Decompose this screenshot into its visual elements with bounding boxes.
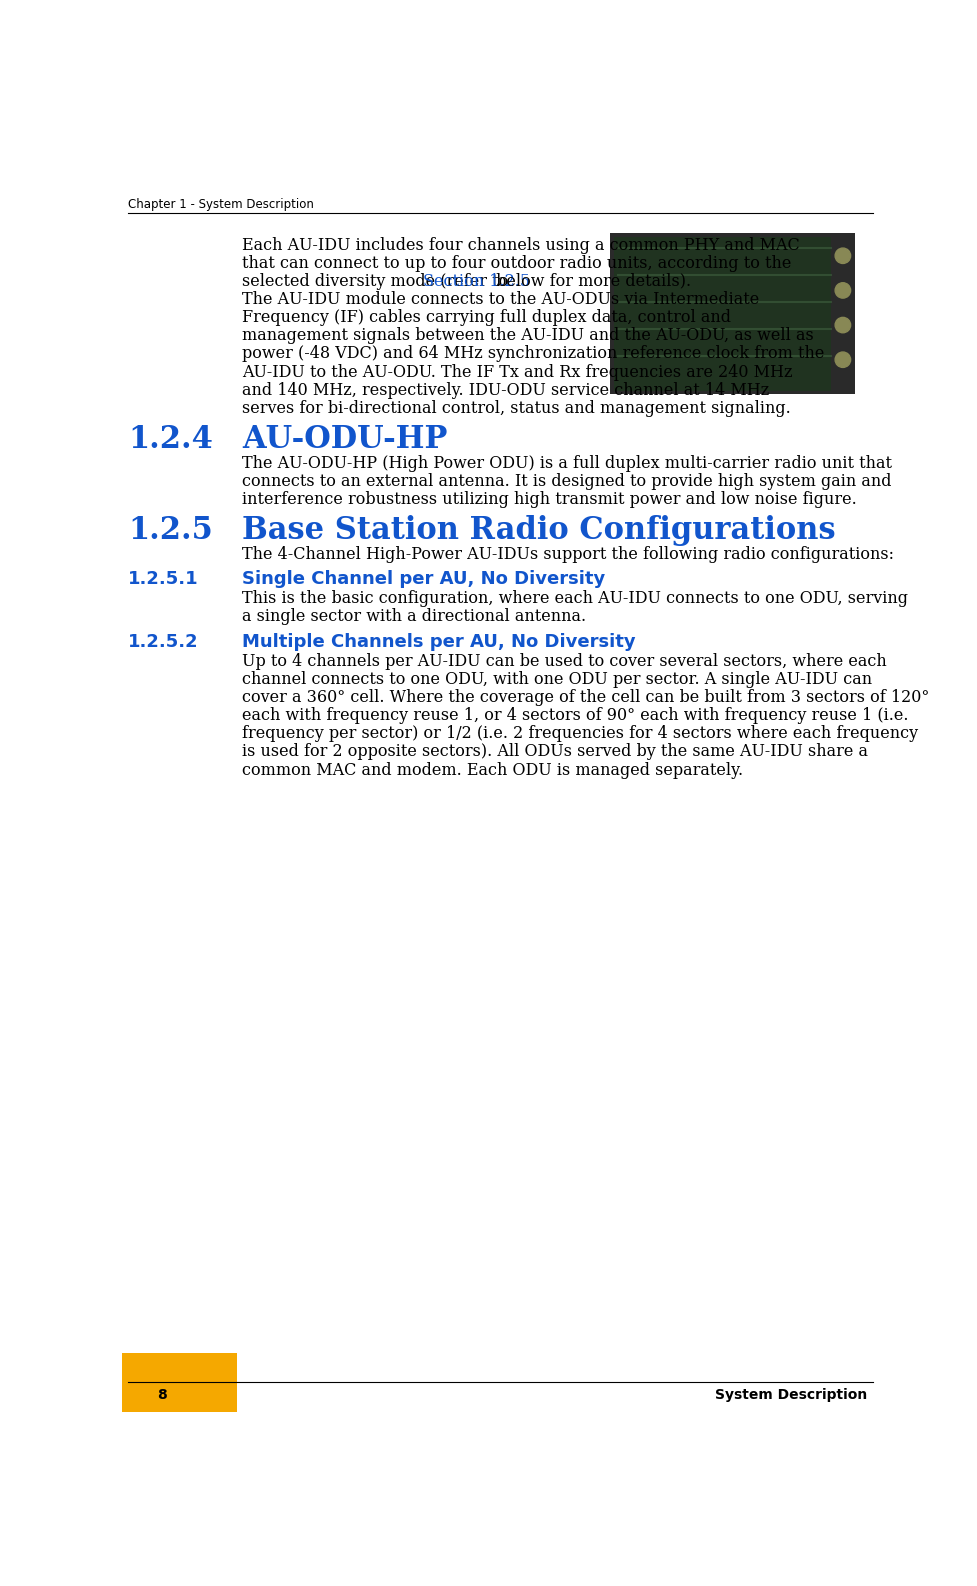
Text: 1.2.5.2: 1.2.5.2 [128, 633, 199, 650]
Text: common MAC and modem. Each ODU is managed separately.: common MAC and modem. Each ODU is manage… [242, 761, 743, 779]
Text: below for more details).: below for more details). [491, 273, 692, 290]
Text: that can connect to up to four outdoor radio units, according to the: that can connect to up to four outdoor r… [242, 255, 791, 271]
Text: The AU-IDU module connects to the AU-ODUs via Intermediate: The AU-IDU module connects to the AU-ODU… [242, 290, 759, 308]
Text: Each AU-IDU includes four channels using a common PHY and MAC: Each AU-IDU includes four channels using… [242, 236, 800, 254]
Circle shape [835, 247, 851, 263]
Text: cover a 360° cell. Where the coverage of the cell can be built from 3 sectors of: cover a 360° cell. Where the coverage of… [242, 688, 930, 706]
Bar [615, 236, 831, 390]
Text: AU-IDU to the AU-ODU. The IF Tx and Rx frequencies are 240 MHz: AU-IDU to the AU-ODU. The IF Tx and Rx f… [242, 363, 792, 381]
Text: serves for bi-directional control, status and management signaling.: serves for bi-directional control, statu… [242, 400, 791, 417]
Text: 1.2.5.1: 1.2.5.1 [128, 569, 199, 588]
Text: Frequency (IF) cables carrying full duplex data, control and: Frequency (IF) cables carrying full dupl… [242, 309, 731, 327]
Text: This is the basic configuration, where each AU-IDU connects to one ODU, serving: This is the basic configuration, where e… [242, 590, 909, 607]
Text: frequency per sector) or 1/2 (i.e. 2 frequencies for 4 sectors where each freque: frequency per sector) or 1/2 (i.e. 2 fre… [242, 725, 918, 742]
Text: 1.2.5: 1.2.5 [128, 515, 213, 546]
Text: and 140 MHz, respectively. IDU-ODU service channel at 14 MHz: and 140 MHz, respectively. IDU-ODU servi… [242, 382, 770, 398]
Text: is used for 2 opposite sectors). All ODUs served by the same AU-IDU share a: is used for 2 opposite sectors). All ODU… [242, 744, 869, 760]
Text: interference robustness utilizing high transmit power and low noise figure.: interference robustness utilizing high t… [242, 492, 857, 508]
Text: channel connects to one ODU, with one ODU per sector. A single AU-IDU can: channel connects to one ODU, with one OD… [242, 671, 872, 688]
Circle shape [835, 317, 851, 333]
Text: selected diversity mode (refer to: selected diversity mode (refer to [242, 273, 514, 290]
Bar [611, 233, 855, 395]
Text: System Description: System Description [714, 1388, 867, 1402]
Circle shape [835, 352, 851, 368]
Text: power (-48 VDC) and 64 MHz synchronization reference clock from the: power (-48 VDC) and 64 MHz synchronizati… [242, 346, 825, 363]
Text: The 4-Channel High-Power AU-IDUs support the following radio configurations:: The 4-Channel High-Power AU-IDUs support… [242, 546, 894, 563]
Text: connects to an external antenna. It is designed to provide high system gain and: connects to an external antenna. It is d… [242, 473, 892, 490]
Text: Up to 4 channels per AU-IDU can be used to cover several sectors, where each: Up to 4 channels per AU-IDU can be used … [242, 652, 887, 669]
Text: Chapter 1 - System Description: Chapter 1 - System Description [128, 198, 315, 211]
Text: Base Station Radio Configurations: Base Station Radio Configurations [242, 515, 836, 546]
Bar [122, 1353, 236, 1412]
Text: 8: 8 [157, 1388, 167, 1402]
Text: each with frequency reuse 1, or 4 sectors of 90° each with frequency reuse 1 (i.: each with frequency reuse 1, or 4 sector… [242, 707, 909, 725]
Text: The AU-ODU-HP (High Power ODU) is a full duplex multi-carrier radio unit that: The AU-ODU-HP (High Power ODU) is a full… [242, 455, 892, 471]
Text: Section 1.2.5: Section 1.2.5 [422, 273, 530, 290]
Text: management signals between the AU-IDU and the AU-ODU, as well as: management signals between the AU-IDU an… [242, 327, 814, 344]
Circle shape [835, 282, 851, 298]
Text: 1.2.4: 1.2.4 [128, 423, 213, 455]
Text: AU-ODU-HP: AU-ODU-HP [242, 423, 447, 455]
Text: Single Channel per AU, No Diversity: Single Channel per AU, No Diversity [242, 569, 606, 588]
Text: a single sector with a directional antenna.: a single sector with a directional anten… [242, 609, 586, 625]
Text: Multiple Channels per AU, No Diversity: Multiple Channels per AU, No Diversity [242, 633, 636, 650]
